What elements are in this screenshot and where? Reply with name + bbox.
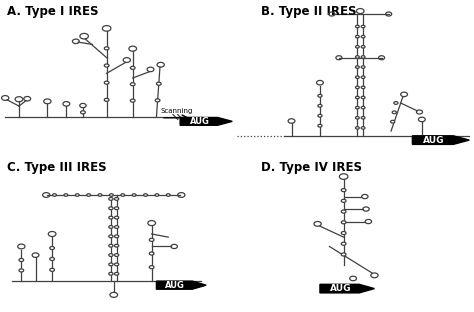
FancyArrow shape (412, 136, 469, 144)
Circle shape (356, 46, 359, 48)
Circle shape (361, 127, 365, 129)
Circle shape (144, 194, 147, 196)
Circle shape (104, 81, 109, 84)
Circle shape (356, 56, 359, 58)
Circle shape (115, 207, 118, 210)
Text: Scanning: Scanning (160, 108, 193, 114)
Text: AUG: AUG (165, 281, 185, 290)
Text: AUG: AUG (190, 117, 210, 126)
Circle shape (109, 254, 113, 256)
Circle shape (109, 226, 113, 228)
Circle shape (19, 258, 24, 261)
Circle shape (115, 216, 118, 219)
Circle shape (394, 102, 398, 104)
Circle shape (341, 199, 346, 202)
Circle shape (155, 99, 160, 102)
Circle shape (104, 47, 109, 50)
Circle shape (341, 221, 346, 224)
Circle shape (356, 66, 359, 68)
Circle shape (98, 194, 102, 196)
Circle shape (356, 117, 359, 119)
Circle shape (356, 96, 359, 99)
Circle shape (318, 95, 322, 97)
Circle shape (104, 64, 109, 67)
Text: AUG: AUG (423, 136, 445, 144)
Circle shape (64, 194, 68, 196)
Circle shape (392, 111, 396, 114)
Circle shape (75, 194, 79, 196)
Circle shape (50, 257, 55, 261)
Circle shape (53, 194, 56, 196)
Circle shape (361, 76, 365, 78)
Circle shape (361, 56, 365, 58)
Circle shape (87, 194, 91, 196)
Circle shape (132, 194, 136, 196)
Circle shape (130, 99, 135, 102)
Text: AUG: AUG (330, 284, 351, 293)
Circle shape (50, 268, 55, 271)
Circle shape (149, 266, 154, 269)
Circle shape (356, 25, 359, 28)
Circle shape (149, 252, 154, 255)
Circle shape (109, 197, 113, 200)
Circle shape (356, 106, 359, 109)
Circle shape (156, 82, 161, 85)
Circle shape (50, 246, 55, 250)
Circle shape (130, 83, 135, 86)
Circle shape (318, 124, 322, 127)
Circle shape (318, 115, 322, 117)
Circle shape (341, 210, 346, 213)
Circle shape (81, 111, 85, 114)
FancyArrow shape (320, 284, 374, 293)
Circle shape (356, 127, 359, 129)
Circle shape (318, 105, 322, 107)
Circle shape (361, 117, 365, 119)
Circle shape (356, 76, 359, 78)
Circle shape (155, 194, 159, 196)
Circle shape (115, 235, 118, 238)
Circle shape (356, 35, 359, 38)
Circle shape (361, 66, 365, 68)
Circle shape (19, 269, 24, 272)
Text: D. Type IV IRES: D. Type IV IRES (261, 161, 362, 174)
Circle shape (341, 253, 346, 256)
Circle shape (361, 106, 365, 109)
FancyArrow shape (156, 281, 206, 289)
Circle shape (361, 35, 365, 38)
Circle shape (104, 98, 109, 101)
Circle shape (361, 96, 365, 99)
Circle shape (361, 25, 365, 28)
Circle shape (115, 244, 118, 247)
Circle shape (341, 232, 346, 235)
Text: C. Type III IRES: C. Type III IRES (7, 161, 107, 174)
Circle shape (149, 238, 154, 241)
Circle shape (166, 194, 170, 196)
Circle shape (109, 194, 113, 196)
Circle shape (115, 263, 118, 266)
Circle shape (115, 197, 118, 200)
Circle shape (115, 254, 118, 256)
Circle shape (109, 244, 113, 247)
Circle shape (356, 86, 359, 89)
Circle shape (109, 207, 113, 210)
FancyArrow shape (180, 118, 232, 125)
Circle shape (115, 272, 118, 275)
Circle shape (109, 216, 113, 219)
Circle shape (341, 188, 346, 192)
Circle shape (361, 86, 365, 89)
Circle shape (361, 46, 365, 48)
Text: B. Type II IRES: B. Type II IRES (261, 5, 356, 18)
Circle shape (121, 194, 125, 196)
Circle shape (341, 242, 346, 245)
Circle shape (130, 66, 135, 69)
Circle shape (109, 263, 113, 266)
Circle shape (109, 235, 113, 238)
Circle shape (115, 226, 118, 228)
Circle shape (109, 272, 113, 275)
Circle shape (391, 120, 395, 123)
Text: A. Type I IRES: A. Type I IRES (7, 5, 99, 18)
